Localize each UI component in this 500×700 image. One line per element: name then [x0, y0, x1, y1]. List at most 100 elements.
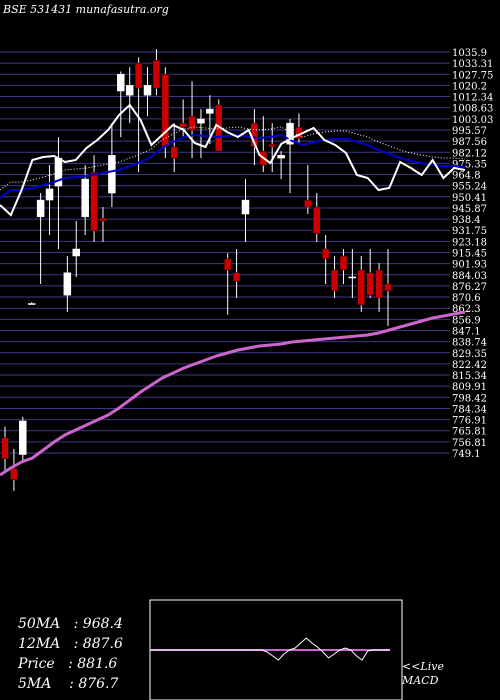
price-tick-label: 901.93: [452, 260, 487, 271]
candle-body: [179, 122, 187, 128]
candle-body: [19, 420, 27, 455]
price-tick-label: 955.24: [452, 182, 487, 193]
price-tick-label: 749.1: [452, 449, 481, 460]
stat-value: 887.6: [82, 636, 123, 652]
price-tick-label: 765.81: [452, 427, 487, 438]
price-tick-label: 995.57: [452, 126, 487, 137]
price-tick-label: 847.1: [452, 326, 481, 337]
stat-label: 50MA: [18, 616, 61, 632]
candle-body: [384, 283, 392, 292]
candle-body: [375, 269, 383, 299]
price-line: [0, 103, 466, 217]
candle-body: [241, 199, 250, 215]
candle-body: [188, 115, 196, 131]
price-tick-label: 862.3: [452, 304, 481, 315]
candle-body: [223, 258, 232, 271]
price-tick-label: 815.34: [452, 371, 487, 382]
macd-line: [150, 637, 390, 661]
candle-body: [1, 437, 9, 459]
candle-body: [90, 171, 98, 232]
price-tick-label: 809.91: [452, 382, 487, 393]
candle-body: [125, 85, 134, 96]
price-tick-label: 987.56: [452, 137, 487, 148]
price-tick-label: 1033.31: [452, 59, 493, 70]
price-tick-label: 784.34: [452, 404, 487, 415]
candle-body: [143, 85, 152, 96]
price-tick-label: 931.75: [452, 226, 487, 237]
price-tick-label: 1027.75: [452, 70, 493, 81]
stat-label: 12MA: [18, 636, 61, 652]
candle-body: [321, 248, 330, 260]
price-tick-label: 776.91: [452, 416, 487, 427]
candle-body: [339, 255, 348, 271]
candle-body: [277, 155, 285, 159]
candle-body: [27, 303, 36, 305]
candle-body: [134, 62, 143, 89]
candle-body: [108, 155, 116, 194]
candle-body: [170, 146, 178, 159]
stat-label: Price: [18, 656, 55, 672]
stats-panel: 50MA : 968.4 12MA : 887.6 Price : 881.6 …: [18, 614, 123, 694]
price-tick-label: 838.74: [452, 338, 487, 349]
price-tick-label: 915.45: [452, 249, 487, 260]
price-tick-label: 1008.63: [452, 104, 493, 115]
price-tick-label: 884.03: [452, 271, 487, 282]
price-tick-label: 856.9: [452, 315, 481, 326]
candle-body: [312, 206, 321, 234]
price-gridlines: [0, 51, 450, 454]
candlestick-series: [1, 49, 392, 491]
stat-value: 881.6: [77, 656, 118, 672]
price-tick-label: 1003.03: [452, 115, 493, 126]
price-tick-label: 975.35: [452, 159, 487, 170]
chart-title: BSE 531431 munafasutra.org: [3, 3, 169, 16]
price-tick-label: 964.8: [452, 171, 481, 182]
price-tick-label: 923.18: [452, 237, 487, 248]
price-tick-labels: 1035.91033.311027.751020.21012.341008.63…: [452, 48, 493, 460]
stat-5ma: 5MA : 876.7: [18, 676, 119, 692]
candle-body: [36, 199, 45, 218]
candle-body: [63, 272, 72, 296]
price-tick-label: 756.81: [452, 438, 487, 449]
price-tick-label: 950.41: [452, 193, 487, 204]
candle-body: [304, 199, 312, 208]
price-tick-label: 829.35: [452, 349, 487, 360]
candle-body: [366, 272, 374, 296]
candle-body: [357, 269, 366, 306]
price-tick-label: 938.4: [452, 215, 481, 226]
ma12-line: [0, 133, 466, 199]
price-tick-label: 822.42: [452, 360, 487, 371]
ma50-line: [0, 310, 466, 477]
candle-body: [206, 108, 214, 114]
candle-body: [10, 468, 18, 480]
stat-50ma: 50MA : 968.4: [18, 616, 123, 632]
candle-body: [330, 269, 339, 292]
stat-value: 968.4: [82, 616, 123, 632]
macd-label-line1: <<Live: [402, 660, 444, 673]
price-tick-label: 945.87: [452, 204, 487, 215]
candle-body: [348, 276, 357, 279]
stat-12ma: 12MA : 887.6: [18, 636, 123, 652]
price-tick-label: 1012.34: [452, 93, 493, 104]
candle-body: [72, 248, 81, 257]
candle-body: [197, 118, 205, 124]
stat-price: Price : 881.6: [18, 656, 118, 672]
candle-body: [152, 59, 161, 89]
candle-body: [117, 73, 125, 92]
candle-body: [81, 178, 89, 218]
price-tick-label: 1035.9: [452, 48, 487, 59]
price-tick-label: 870.6: [452, 293, 481, 304]
price-tick-label: 982.12: [452, 148, 487, 159]
macd-label-line2: MACD: [402, 674, 439, 687]
candle-body: [99, 217, 107, 222]
ma12-dotted-line: [0, 126, 466, 191]
candle-body: [161, 73, 170, 148]
stat-label: 5MA: [18, 676, 52, 692]
candle-body: [268, 143, 276, 148]
macd-label: <<Live MACD: [402, 660, 444, 688]
price-tick-label: 798.42: [452, 393, 487, 404]
stat-value: 876.7: [78, 676, 119, 692]
candle-body: [45, 188, 54, 201]
price-tick-label: 876.27: [452, 282, 487, 293]
price-tick-label: 1020.2: [452, 81, 487, 92]
